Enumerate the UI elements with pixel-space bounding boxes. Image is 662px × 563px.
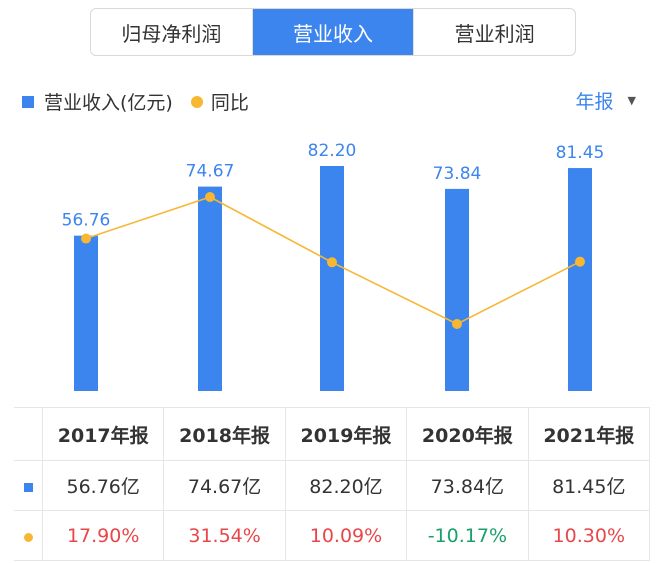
revenue-bar (568, 168, 592, 391)
table-header-row: 2017年报 2018年报 2019年报 2020年报 2021年报 (14, 407, 651, 461)
table-cell: 10.30% (527, 510, 651, 561)
chart-legend: 营业收入(亿元) 同比 (22, 88, 249, 115)
revenue-legend-marker (22, 95, 34, 108)
yoy-point (81, 233, 91, 244)
metric-tabs: 归母净利润 营业收入 营业利润 (90, 8, 576, 56)
table-row-yoy: 17.90% 31.54% 10.09% -10.17% 10.30% (14, 510, 651, 561)
tab-revenue[interactable]: 营业收入 (252, 9, 415, 55)
revenue-legend-label: 营业收入(亿元) (44, 92, 173, 114)
table-cell: 81.45亿 (527, 460, 651, 511)
yoy-point (205, 192, 215, 202)
table-cell: 82.20亿 (284, 460, 408, 511)
caret-down-icon: ▼ (627, 94, 636, 107)
table-cell: -10.17% (406, 510, 529, 561)
yoy-point (327, 257, 337, 268)
yoy-row-marker (14, 510, 43, 561)
revenue-bar (198, 186, 222, 391)
yoy-legend-label: 同比 (210, 92, 249, 114)
bar-value-label: 73.84 (433, 164, 482, 184)
yoy-point (575, 256, 585, 267)
table-cell: 73.84亿 (406, 460, 529, 511)
bar-value-label: 81.45 (556, 143, 605, 163)
period-selector-label: 年报 (575, 91, 614, 113)
table-header: 2019年报 (284, 407, 408, 461)
data-table: 2017年报 2018年报 2019年报 2020年报 2021年报 56.76… (14, 407, 651, 561)
revenue-row-marker (14, 460, 43, 511)
table-header: 2017年报 (41, 407, 165, 461)
table-header: 2021年报 (527, 407, 651, 461)
table-header: 2018年报 (163, 407, 286, 461)
table-cell: 17.90% (41, 510, 165, 561)
table-cell: 10.09% (284, 510, 408, 561)
revenue-bar (445, 188, 469, 391)
table-corner (14, 407, 43, 461)
tab-operating-profit[interactable]: 营业利润 (454, 21, 535, 46)
bar-value-label: 82.20 (308, 141, 357, 161)
revenue-chart: 56.76 74.67 82.20 73.84 81.45 (62, 141, 605, 391)
revenue-bar (320, 166, 344, 391)
yoy-point (452, 319, 462, 329)
table-row-revenue: 56.76亿 74.67亿 82.20亿 73.84亿 81.45亿 (14, 460, 651, 511)
tab-net-profit[interactable]: 归母净利润 (91, 9, 253, 55)
revenue-bar (74, 235, 98, 391)
table-header: 2020年报 (406, 407, 529, 461)
table-cell: 74.67亿 (163, 460, 286, 511)
bar-value-label: 74.67 (186, 162, 235, 182)
table-cell: 31.54% (163, 510, 286, 561)
table-cell: 56.76亿 (41, 460, 165, 511)
yoy-legend-marker (190, 95, 203, 108)
bar-value-label: 56.76 (62, 211, 111, 231)
period-selector[interactable]: 年报 ▼ (576, 87, 636, 114)
